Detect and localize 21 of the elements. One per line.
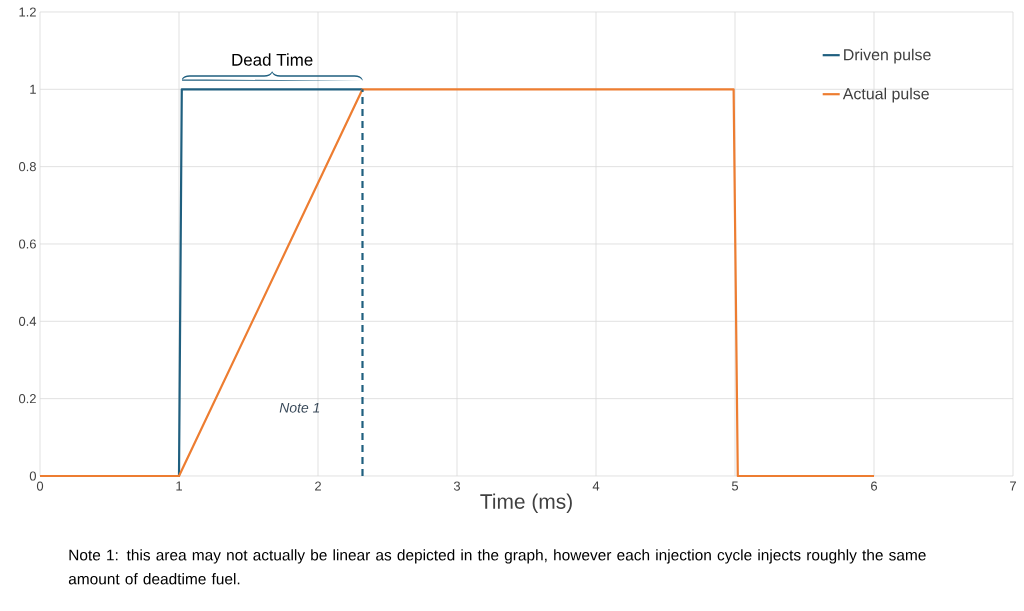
annotation: Dead Time: [232, 53, 313, 66]
text: Note 1: this area may not actually be linear as depicted in the graph, however each injection cycle injects roughly the same amount of deadtime fuel.: [68, 549, 926, 585]
x-tick-label: 5: [731, 481, 739, 491]
y-tick-label: 1: [30, 84, 36, 94]
x-axis-title: Time (ms): [480, 493, 572, 513]
y-tick-label: 1.2: [19, 7, 36, 17]
x-tick-label: 2: [315, 481, 321, 491]
x-tick-label: 4: [592, 481, 600, 491]
y-tick-label: 0.4: [18, 316, 37, 326]
y-tick-label: 0.8: [18, 162, 36, 172]
x-tick-label: 6: [871, 481, 878, 491]
annotation: Note 1: [279, 402, 320, 413]
legend-label: Actual pulse: [842, 87, 929, 103]
x-tick-label: 7: [1010, 481, 1016, 491]
y-tick-label: 0: [29, 471, 36, 481]
x-tick-label: 1: [176, 481, 182, 491]
x-tick-label: 0: [36, 481, 44, 491]
legend-label: Driven pulse: [844, 48, 931, 64]
y-tick-label: 0.6: [18, 239, 36, 249]
y-tick-label: 0.2: [18, 394, 36, 404]
x-tick-label: 3: [453, 481, 461, 491]
